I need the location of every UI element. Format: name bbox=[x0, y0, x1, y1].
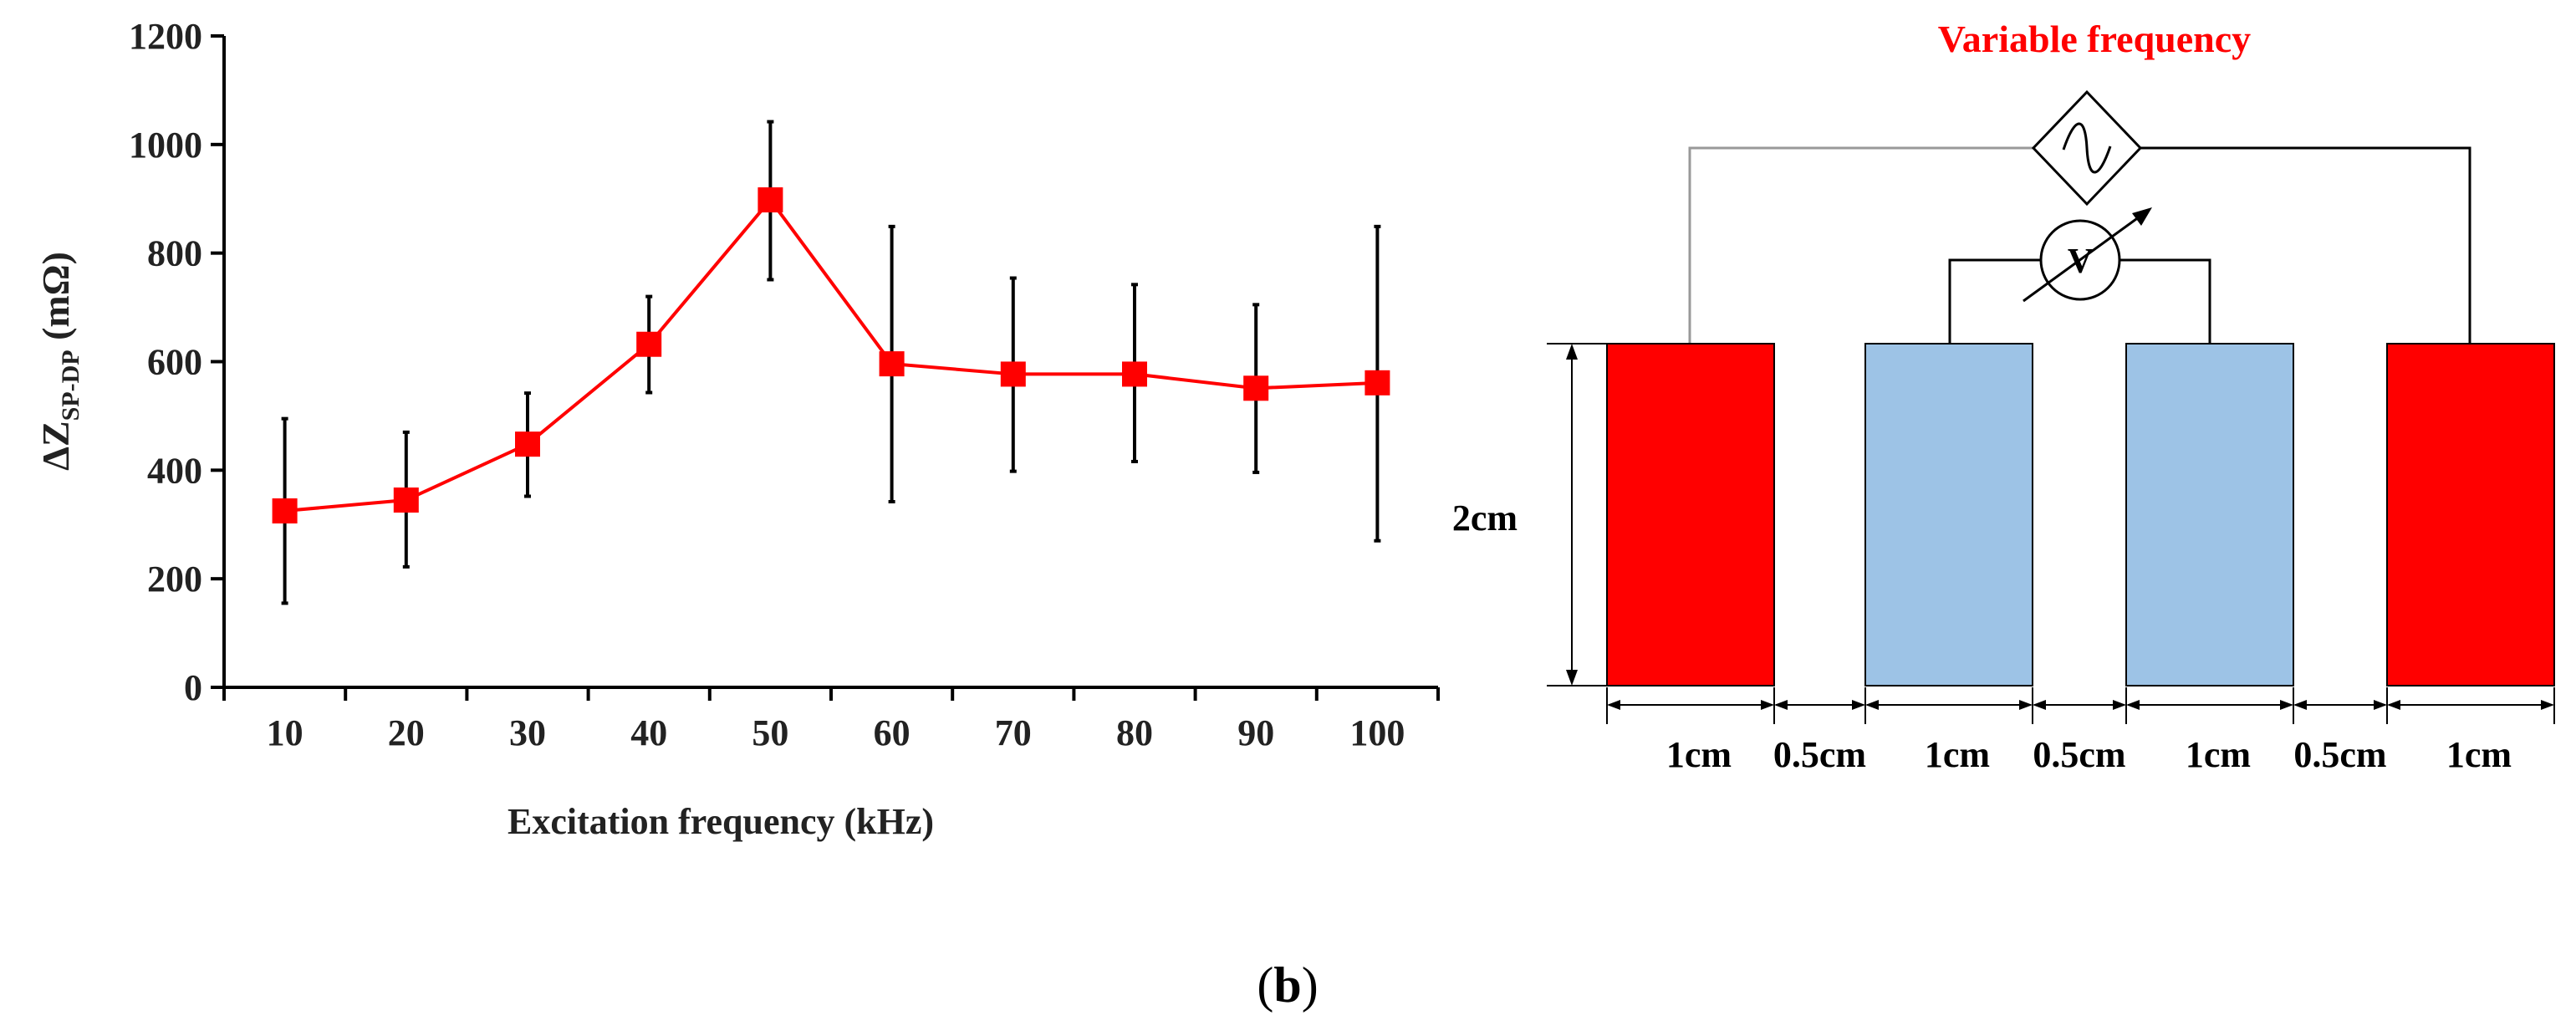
potential-electrode-right bbox=[2125, 343, 2294, 686]
data-point bbox=[515, 431, 540, 457]
y-tick-label: 400 bbox=[147, 450, 202, 491]
x-tick-label: 70 bbox=[995, 712, 1032, 753]
dimension-label: 0.5cm bbox=[2293, 734, 2386, 775]
y-tick-label: 0 bbox=[184, 667, 202, 708]
data-point bbox=[393, 487, 419, 513]
x-tick-label: 40 bbox=[630, 712, 667, 753]
variable-voltmeter-icon: V bbox=[2023, 207, 2152, 303]
dimension-label: 0.5cm bbox=[2033, 734, 2125, 775]
x-tick-label: 50 bbox=[752, 712, 788, 753]
dimension-arrow bbox=[2280, 700, 2293, 710]
x-tick-label: 20 bbox=[388, 712, 425, 753]
dimension-arrow bbox=[2019, 700, 2033, 710]
caption: (b) bbox=[1257, 957, 1318, 1013]
dimension-arrow bbox=[2541, 700, 2554, 710]
dimension-arrow bbox=[1607, 700, 1620, 710]
dimension-label: 1cm bbox=[1666, 734, 1732, 775]
data-point bbox=[757, 187, 783, 213]
electrode-diagram: Variable frequency V bbox=[1452, 18, 2555, 775]
current-electrode-right bbox=[2386, 343, 2555, 686]
meter-symbol: V bbox=[2068, 242, 2093, 281]
height-dimension bbox=[1547, 343, 1607, 686]
data-point bbox=[1122, 361, 1147, 387]
current-electrode-left bbox=[1606, 343, 1775, 686]
data-point bbox=[879, 351, 905, 377]
dimension-arrow bbox=[2293, 700, 2307, 710]
y-tick-label: 800 bbox=[147, 233, 202, 274]
x-tick-label: 10 bbox=[267, 712, 304, 753]
dimension-label: 0.5cm bbox=[1773, 734, 1866, 775]
y-tick-label: 200 bbox=[147, 559, 202, 600]
y-axis-label: ΔZSP-DP (mΩ) bbox=[34, 252, 84, 471]
source-wire-left bbox=[1688, 146, 2033, 344]
y-tick-label: 600 bbox=[147, 342, 202, 383]
series-markers bbox=[272, 187, 1390, 524]
line-chart: 0 200 400 600 800 1000 1200 10 20 30 40 50 60 70 80 90… bbox=[34, 16, 1440, 842]
x-tick-label: 30 bbox=[509, 712, 546, 753]
width-dimensions: 1cm 0.5cm 1cm 0.5cm 1cm 0.5cm 1cm bbox=[1606, 687, 2555, 775]
source-wire-right bbox=[2140, 146, 2471, 344]
dimension-label: 1cm bbox=[2186, 734, 2251, 775]
meter-wire-left bbox=[1948, 258, 2041, 344]
x-tick-label: 90 bbox=[1237, 712, 1274, 753]
dimension-arrow bbox=[2387, 700, 2400, 710]
x-tick-label: 80 bbox=[1116, 712, 1153, 753]
x-tick-label: 100 bbox=[1349, 712, 1405, 753]
y-axis-ticks: 0 200 400 600 800 1000 1200 bbox=[129, 16, 224, 708]
dimension-arrow bbox=[2113, 700, 2126, 710]
data-point bbox=[1365, 370, 1390, 396]
dimension-arrow bbox=[1774, 700, 1788, 710]
dimension-arrow bbox=[2126, 700, 2140, 710]
dimension-arrow bbox=[2374, 700, 2387, 710]
error-bars bbox=[281, 120, 1381, 605]
x-axis-ticks: 10 20 30 40 50 60 70 80 90 100 bbox=[222, 687, 1440, 753]
series-line bbox=[284, 197, 1378, 513]
data-point bbox=[1000, 361, 1026, 387]
y-tick-label: 1200 bbox=[129, 16, 202, 57]
height-label: 2cm bbox=[1452, 498, 1518, 538]
ac-source-icon bbox=[2031, 89, 2143, 207]
dimension-arrow bbox=[1852, 700, 1865, 710]
source-label: Variable frequency bbox=[1938, 18, 2251, 60]
potential-electrode-left bbox=[1864, 343, 2033, 686]
x-tick-label: 60 bbox=[874, 712, 911, 753]
data-point bbox=[636, 331, 662, 357]
x-axis-label: Excitation frequency (kHz) bbox=[508, 801, 934, 842]
data-point bbox=[1243, 375, 1269, 401]
dimension-label: 1cm bbox=[1925, 734, 1990, 775]
meter-wire-right bbox=[2119, 258, 2211, 344]
dimension-arrow bbox=[2033, 700, 2046, 710]
dimension-arrow bbox=[1865, 700, 1879, 710]
dimension-arrow bbox=[1761, 700, 1774, 710]
data-point bbox=[272, 498, 298, 524]
y-tick-label: 1000 bbox=[129, 125, 202, 166]
dimension-label: 1cm bbox=[2446, 734, 2512, 775]
